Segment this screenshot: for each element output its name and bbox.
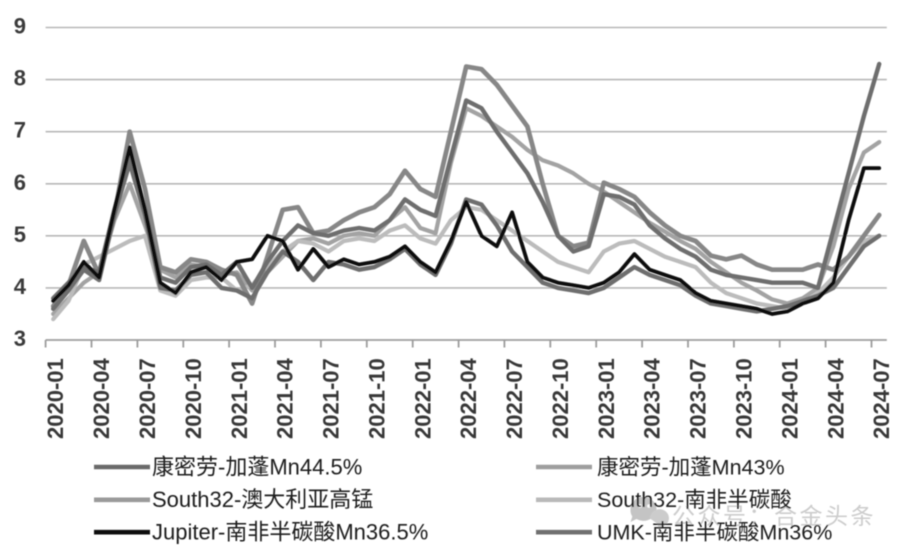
svg-text:2022-07: 2022-07	[502, 358, 527, 439]
svg-text:UMK-南非半碳酸Mn36%: UMK-南非半碳酸Mn36%	[597, 521, 832, 545]
svg-text:2020-04: 2020-04	[89, 357, 114, 439]
svg-text:2023-04: 2023-04	[640, 357, 665, 439]
svg-text:2024-01: 2024-01	[777, 358, 802, 439]
svg-text:South32-南非半碳酸: South32-南非半碳酸	[597, 488, 792, 512]
svg-text:9: 9	[14, 14, 26, 39]
svg-text:5: 5	[14, 222, 26, 247]
svg-text:Jupiter-南非半碳酸Mn36.5%: Jupiter-南非半碳酸Mn36.5%	[152, 520, 428, 545]
svg-text:2023-07: 2023-07	[686, 358, 711, 439]
svg-text:2024-04: 2024-04	[823, 357, 848, 439]
svg-text:8: 8	[14, 66, 26, 91]
svg-text:4: 4	[14, 274, 27, 299]
svg-text:康密劳-加蓬Mn43%: 康密劳-加蓬Mn43%	[597, 455, 785, 479]
svg-text:2022-01: 2022-01	[410, 358, 435, 439]
svg-text:2022-04: 2022-04	[456, 357, 481, 439]
svg-text:2020-01: 2020-01	[43, 358, 68, 439]
svg-text:3: 3	[14, 326, 26, 351]
svg-text:康密劳-加蓬Mn44.5%: 康密劳-加蓬Mn44.5%	[152, 454, 362, 479]
svg-text:2020-07: 2020-07	[135, 358, 160, 439]
svg-text:公众号：合金头条: 公众号：合金头条	[672, 503, 876, 529]
svg-text:2023-10: 2023-10	[732, 358, 757, 439]
svg-text:2021-10: 2021-10	[364, 358, 389, 439]
svg-text:South32-澳大利亚高锰: South32-澳大利亚高锰	[152, 487, 373, 512]
svg-text:7: 7	[14, 118, 26, 143]
svg-text:6: 6	[14, 170, 26, 195]
svg-text:2024-07: 2024-07	[869, 358, 894, 439]
svg-text:2023-01: 2023-01	[594, 358, 619, 439]
svg-text:2020-10: 2020-10	[181, 358, 206, 439]
svg-text:2021-04: 2021-04	[273, 357, 298, 439]
svg-text:2022-10: 2022-10	[548, 358, 573, 439]
svg-text:2021-07: 2021-07	[319, 358, 344, 439]
svg-text:2021-01: 2021-01	[227, 358, 252, 439]
